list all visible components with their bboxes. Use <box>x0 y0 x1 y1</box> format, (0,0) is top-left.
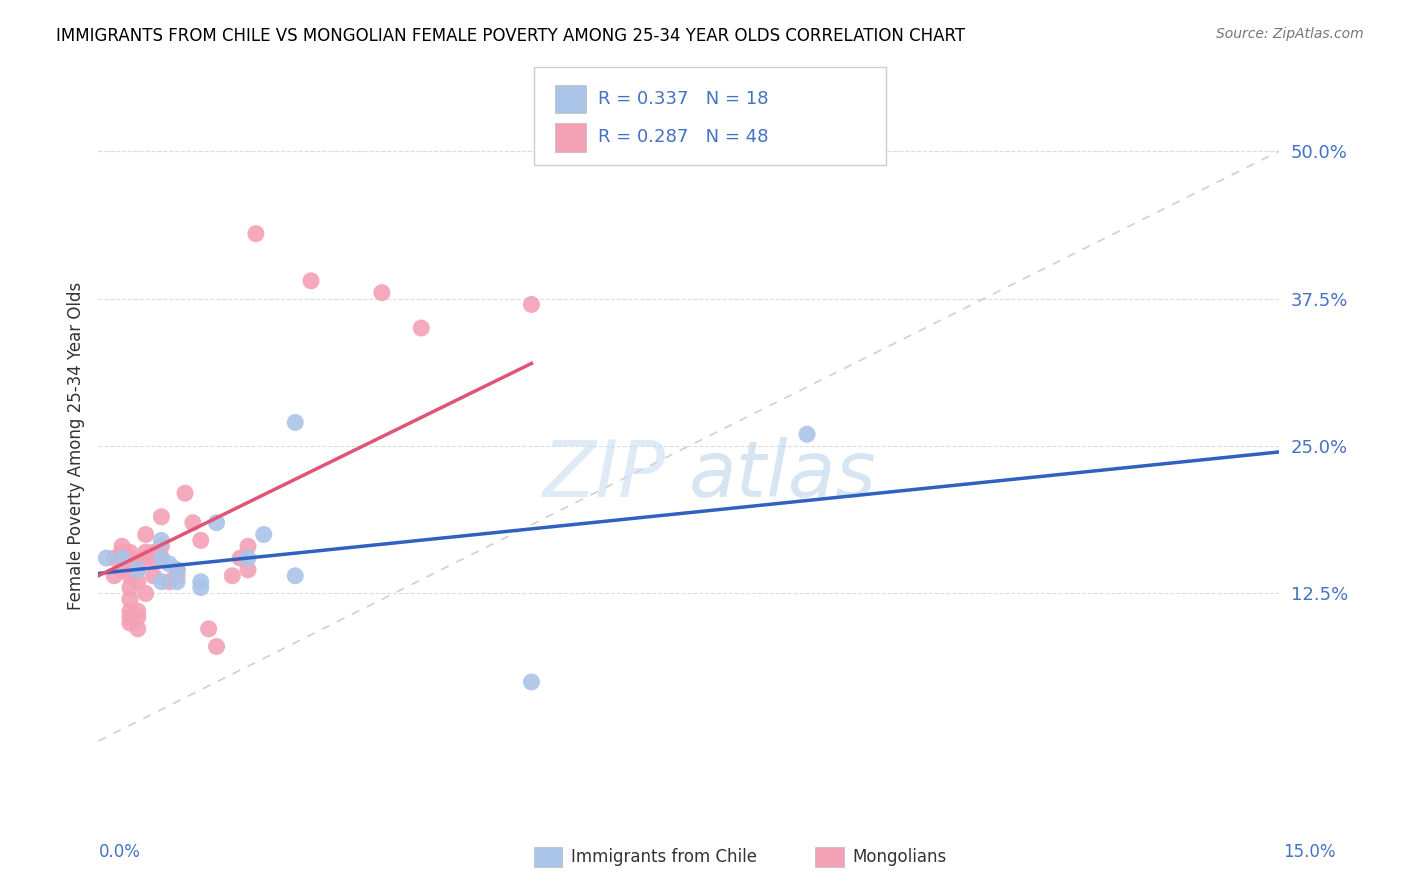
Point <box>96 551 118 566</box>
Point <box>371 285 394 300</box>
Text: IMMIGRANTS FROM CHILE VS MONGOLIAN FEMALE POVERTY AMONG 25-34 YEAR OLDS CORRELAT: IMMIGRANTS FROM CHILE VS MONGOLIAN FEMAL… <box>56 27 966 45</box>
Point <box>236 539 259 553</box>
Point <box>118 551 141 566</box>
Point <box>190 574 212 589</box>
Point <box>166 574 188 589</box>
Text: ZIP: ZIP <box>543 437 665 513</box>
Point <box>150 574 173 589</box>
Point <box>181 516 204 530</box>
Point <box>150 533 173 548</box>
Point <box>111 551 134 566</box>
Point <box>150 539 173 553</box>
Text: R = 0.287   N = 48: R = 0.287 N = 48 <box>598 128 768 146</box>
Point <box>142 568 165 582</box>
Point <box>205 516 228 530</box>
Text: Source: ZipAtlas.com: Source: ZipAtlas.com <box>1216 27 1364 41</box>
Point <box>127 604 149 618</box>
Point <box>520 297 543 311</box>
Point <box>796 427 818 442</box>
Point <box>157 557 180 571</box>
Text: atlas: atlas <box>689 437 877 513</box>
Point <box>284 568 307 582</box>
Point <box>150 551 173 566</box>
Point <box>166 563 188 577</box>
Point <box>103 568 125 582</box>
Point <box>111 563 134 577</box>
Text: R = 0.337   N = 18: R = 0.337 N = 18 <box>598 90 768 108</box>
Point <box>118 615 141 630</box>
Point <box>142 551 165 566</box>
Point <box>135 586 157 600</box>
Point <box>127 557 149 571</box>
Point <box>284 416 307 430</box>
Point <box>111 545 134 559</box>
Point <box>221 568 243 582</box>
Point <box>236 563 259 577</box>
Point <box>190 533 212 548</box>
Point <box>111 539 134 553</box>
Point <box>197 622 219 636</box>
Point <box>520 675 543 690</box>
Point <box>190 581 212 595</box>
Point <box>157 574 180 589</box>
Point <box>118 545 141 559</box>
Point <box>166 563 188 577</box>
Point <box>118 592 141 607</box>
Point <box>111 551 134 566</box>
Point <box>205 640 228 654</box>
Point <box>135 545 157 559</box>
Text: 0.0%: 0.0% <box>98 843 141 861</box>
Point <box>253 527 276 541</box>
Point <box>127 563 149 577</box>
Point <box>142 545 165 559</box>
Point <box>118 604 141 618</box>
Point <box>135 527 157 541</box>
Point <box>118 581 141 595</box>
Point <box>411 321 433 335</box>
Point <box>166 568 188 582</box>
Point <box>118 568 141 582</box>
Point <box>118 563 141 577</box>
Point <box>127 610 149 624</box>
Text: 15.0%: 15.0% <box>1284 843 1336 861</box>
Point <box>229 551 252 566</box>
Point <box>236 551 259 566</box>
Text: Immigrants from Chile: Immigrants from Chile <box>571 848 756 866</box>
Point <box>127 622 149 636</box>
Point <box>103 551 125 566</box>
Point <box>299 274 322 288</box>
Point <box>174 486 197 500</box>
Text: Mongolians: Mongolians <box>852 848 946 866</box>
Point <box>245 227 267 241</box>
Point <box>150 551 173 566</box>
Point <box>135 551 157 566</box>
Y-axis label: Female Poverty Among 25-34 Year Olds: Female Poverty Among 25-34 Year Olds <box>66 282 84 610</box>
Point <box>127 574 149 589</box>
Point <box>118 610 141 624</box>
Point <box>150 509 173 524</box>
Point <box>127 563 149 577</box>
